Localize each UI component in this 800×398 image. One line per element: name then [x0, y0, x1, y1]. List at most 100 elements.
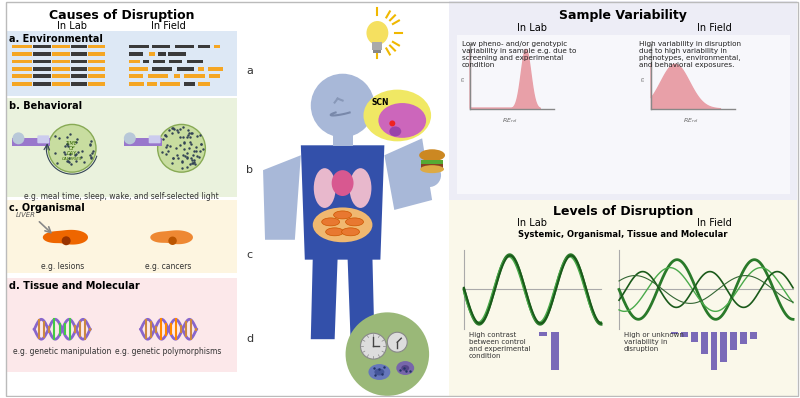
Bar: [88, 60, 106, 63]
Ellipse shape: [346, 218, 363, 226]
Circle shape: [158, 125, 206, 172]
Text: e.g. meal time, sleep, wake, and self-selected light: e.g. meal time, sleep, wake, and self-se…: [25, 192, 219, 201]
Bar: [740, 332, 747, 344]
Bar: [88, 82, 106, 86]
Bar: [71, 60, 86, 63]
Ellipse shape: [366, 21, 388, 45]
Bar: [174, 74, 180, 78]
Bar: [750, 332, 758, 339]
Bar: [71, 82, 86, 86]
Bar: [142, 60, 149, 63]
Bar: [6, 98, 237, 197]
Bar: [71, 67, 86, 71]
Bar: [149, 52, 155, 56]
Text: e.g. lesions: e.g. lesions: [41, 261, 84, 271]
Bar: [34, 45, 50, 48]
Text: b: b: [246, 165, 253, 175]
Bar: [34, 82, 50, 86]
Circle shape: [390, 121, 395, 127]
Bar: [209, 67, 222, 71]
Text: In Field: In Field: [151, 21, 186, 31]
Bar: [721, 332, 727, 362]
Bar: [701, 332, 707, 354]
Bar: [124, 140, 162, 145]
Bar: [710, 332, 718, 370]
Bar: [124, 139, 162, 146]
Text: d: d: [246, 334, 254, 344]
Circle shape: [48, 125, 96, 172]
Circle shape: [346, 312, 429, 396]
Text: e.g. genetic polymorphisms: e.g. genetic polymorphisms: [115, 347, 222, 356]
Bar: [129, 52, 143, 56]
Text: CALORIES: CALORIES: [62, 157, 82, 161]
Circle shape: [361, 333, 386, 359]
Ellipse shape: [420, 165, 444, 173]
Bar: [373, 42, 382, 50]
Polygon shape: [301, 145, 384, 259]
Bar: [88, 67, 106, 71]
Bar: [198, 67, 204, 71]
Bar: [170, 60, 182, 63]
Text: Causes of Disruption: Causes of Disruption: [49, 9, 194, 22]
Bar: [88, 45, 106, 48]
Circle shape: [387, 332, 407, 352]
Ellipse shape: [363, 90, 431, 141]
Ellipse shape: [313, 207, 373, 242]
Bar: [13, 139, 50, 146]
Bar: [52, 74, 70, 78]
Circle shape: [13, 133, 25, 144]
Bar: [6, 200, 237, 273]
Ellipse shape: [402, 365, 410, 371]
Bar: [175, 45, 194, 48]
Bar: [52, 82, 70, 86]
Polygon shape: [150, 230, 193, 244]
Ellipse shape: [332, 170, 354, 196]
Text: High contrast
between control
and experimental
condition: High contrast between control and experi…: [469, 332, 530, 359]
Ellipse shape: [350, 168, 371, 208]
Bar: [690, 332, 698, 342]
Text: Low pheno- and/or genotypic
variability in sample e.g. due to
screening and expe: Low pheno- and/or genotypic variability …: [462, 41, 576, 68]
Circle shape: [417, 163, 441, 187]
Bar: [539, 332, 547, 336]
Text: Sample Variability: Sample Variability: [559, 9, 687, 22]
Text: e.g. cancers: e.g. cancers: [146, 261, 192, 271]
Bar: [449, 200, 797, 397]
Ellipse shape: [334, 211, 351, 219]
Bar: [177, 67, 194, 71]
Text: a. Environmental: a. Environmental: [10, 34, 103, 44]
Bar: [149, 74, 168, 78]
Text: In Lab: In Lab: [57, 21, 87, 31]
Bar: [681, 332, 688, 337]
Text: a: a: [246, 66, 253, 76]
Text: n: n: [641, 77, 646, 81]
Text: TIME: TIME: [66, 141, 78, 146]
Text: High variability in disruption
due to high variability in
phenotypes, environmen: High variability in disruption due to hi…: [639, 41, 741, 68]
Polygon shape: [347, 258, 374, 339]
Text: In Field: In Field: [697, 23, 732, 33]
Bar: [6, 277, 237, 372]
Bar: [198, 45, 210, 48]
Bar: [88, 52, 106, 56]
Bar: [374, 50, 382, 53]
Text: SCN: SCN: [371, 98, 389, 107]
Bar: [129, 60, 140, 63]
Text: c. Organismal: c. Organismal: [10, 203, 86, 213]
Bar: [169, 52, 186, 56]
Bar: [214, 45, 220, 48]
Polygon shape: [263, 155, 301, 240]
Ellipse shape: [378, 103, 426, 138]
Ellipse shape: [390, 127, 402, 137]
Bar: [183, 82, 195, 86]
Circle shape: [168, 236, 177, 245]
Bar: [209, 74, 220, 78]
Text: Levels of Disruption: Levels of Disruption: [553, 205, 693, 218]
Bar: [71, 52, 86, 56]
Bar: [13, 74, 31, 78]
Ellipse shape: [342, 228, 359, 236]
Bar: [52, 52, 70, 56]
Bar: [158, 52, 166, 56]
Bar: [129, 67, 148, 71]
Bar: [160, 82, 180, 86]
Bar: [88, 74, 106, 78]
Bar: [670, 332, 678, 334]
